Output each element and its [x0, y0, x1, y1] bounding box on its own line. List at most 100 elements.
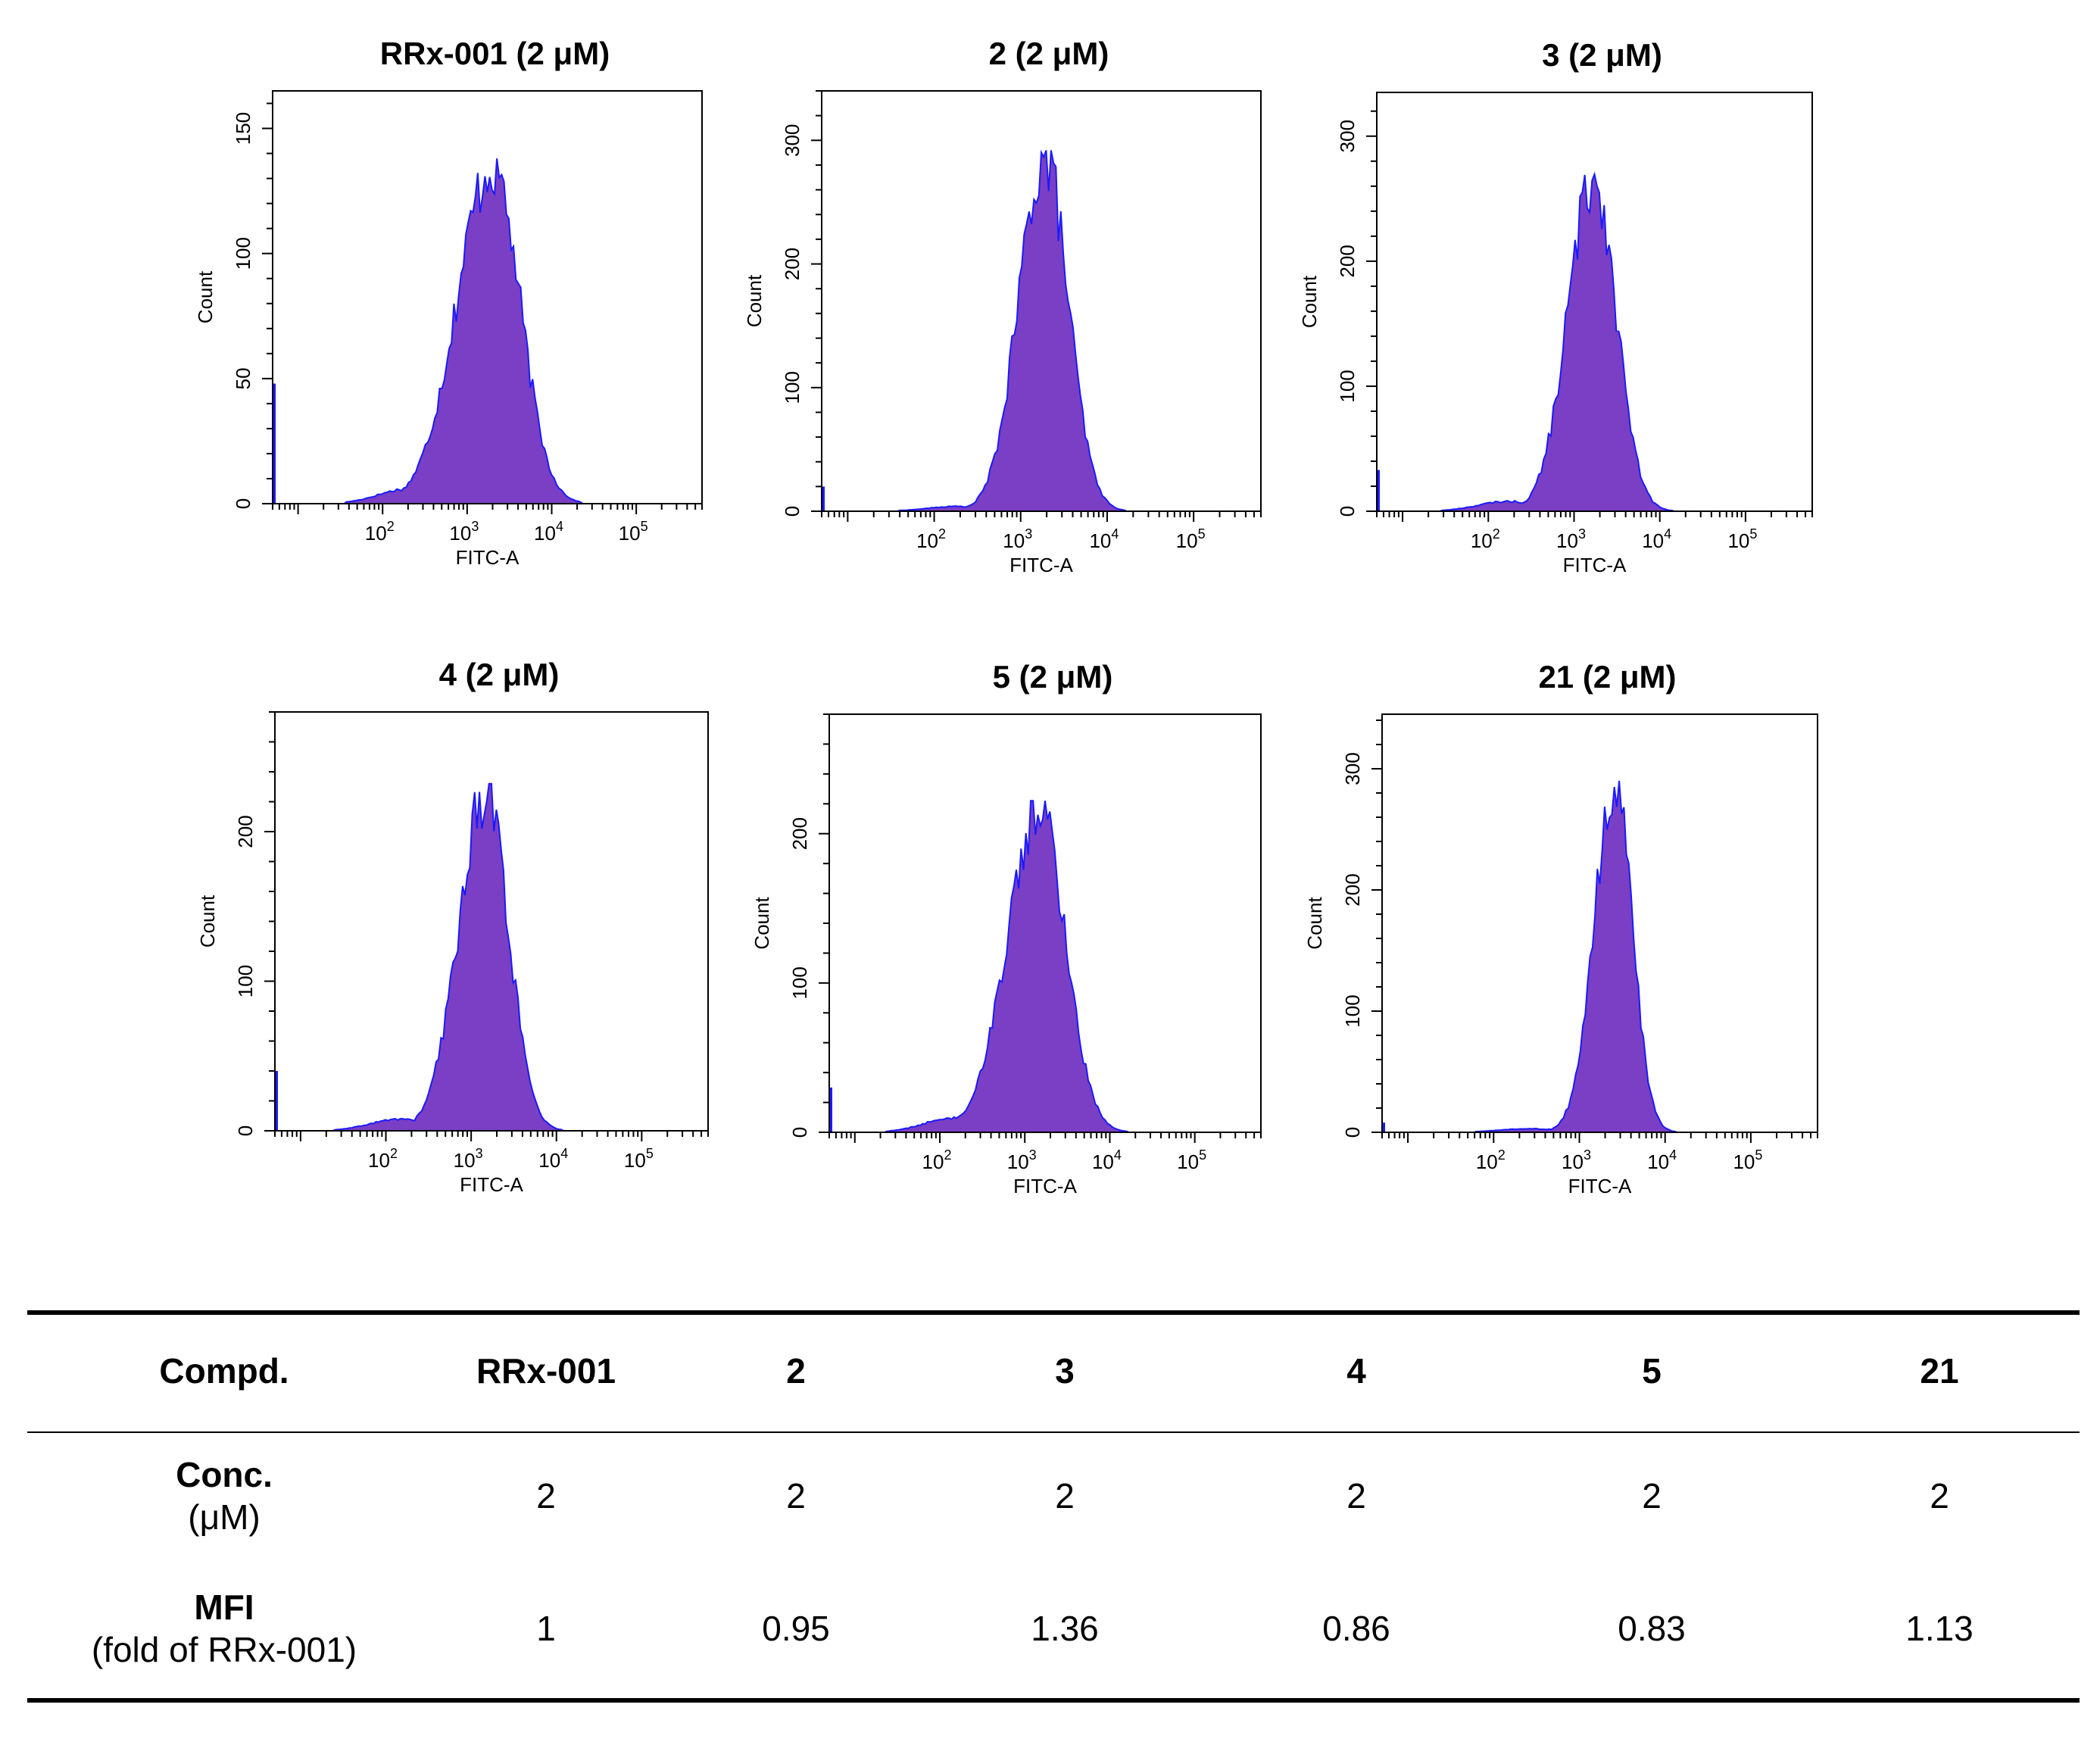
panel-title: 21 (2 μM) — [1538, 659, 1676, 695]
histogram-panel: 102 103 104 105 0 100 200 300 FITC-A Count 2 (2 μM… — [743, 36, 1262, 576]
row-header-mfi: MFI (fold of RRx-001) — [27, 1560, 421, 1697]
x-tick-label: 102 — [916, 526, 946, 552]
y-tick-label: 100 — [781, 371, 803, 404]
table-header-rule — [27, 1431, 2080, 1433]
panel-title: 4 (2 μM) — [439, 657, 560, 692]
header-col: RRx-001 — [476, 1351, 616, 1391]
plot-frame — [1376, 92, 1813, 512]
y-tick-label: 200 — [1341, 873, 1364, 906]
x-tick-label: 104 — [1089, 526, 1119, 552]
plot-frame — [272, 90, 703, 504]
header-col: 2 — [786, 1351, 806, 1391]
y-tick-label: 0 — [1336, 506, 1359, 517]
table-cell: 0.86 — [1322, 1609, 1390, 1648]
y-tick-label: 100 — [1336, 370, 1359, 402]
x-tick-label: 105 — [624, 1146, 654, 1172]
y-tick-label: 300 — [781, 124, 803, 157]
x-tick-label: 104 — [1642, 526, 1671, 552]
header-compd: Compd. — [159, 1351, 289, 1391]
y-tick-label: 200 — [781, 248, 803, 280]
x-tick-label: 103 — [1007, 1147, 1037, 1173]
header-col: 21 — [1920, 1351, 1959, 1391]
header-col: 5 — [1642, 1351, 1662, 1391]
x-tick-label: 102 — [1471, 526, 1500, 552]
table-top-rule — [27, 1310, 2080, 1315]
x-tick-label: 105 — [1733, 1147, 1762, 1173]
histogram-fill — [822, 149, 1261, 512]
y-axis-label: Count — [1303, 897, 1326, 950]
x-axis-label: FITC-A — [1013, 1175, 1077, 1197]
x-axis-label: FITC-A — [1563, 554, 1627, 576]
row-label: MFI — [194, 1587, 254, 1627]
x-tick-label: 104 — [534, 519, 563, 545]
x-tick-label: 104 — [538, 1146, 568, 1172]
y-tick-label: 0 — [788, 1127, 811, 1138]
table-cell: 0.83 — [1618, 1609, 1686, 1648]
table-cell: 2 — [1055, 1476, 1075, 1516]
x-tick-label: 105 — [1176, 526, 1206, 552]
histogram-figure: 102 103 104 105 0 50 100 150 FITC-A Count RRx-001 … — [194, 36, 1818, 1197]
y-tick-label: 100 — [788, 966, 811, 999]
x-tick-label: 102 — [368, 1146, 398, 1172]
panel-title: 3 (2 μM) — [1542, 37, 1662, 73]
y-axis-label: Count — [1298, 275, 1321, 328]
y-tick-label: 200 — [788, 817, 811, 850]
y-tick-label: 50 — [232, 367, 254, 389]
panel-title: RRx-001 (2 μM) — [380, 36, 610, 71]
y-axis-label: Count — [750, 897, 773, 950]
y-tick-label: 300 — [1341, 752, 1364, 785]
histogram-fill — [1382, 780, 1818, 1133]
table-cell: 1.13 — [1905, 1609, 1974, 1648]
histogram-panel: 102 103 104 105 0 50 100 150 FITC-A Count RRx-001 … — [194, 36, 703, 569]
histogram-fill — [275, 782, 708, 1132]
histogram-panel: 102 103 104 105 0 100 200 FITC-A Count 4 (2 μM) — [196, 657, 709, 1196]
row-header-conc: Conc. (μM) — [27, 1431, 421, 1560]
row-sublabel: (fold of RRx-001) — [91, 1630, 357, 1669]
y-tick-label: 100 — [232, 237, 254, 270]
y-axis-label: Count — [743, 274, 766, 327]
y-tick-label: 300 — [1336, 120, 1359, 152]
table-row-conc: Conc. (μM) 2 2 2 2 2 2 — [27, 1431, 2080, 1560]
x-tick-label: 105 — [1727, 526, 1757, 552]
y-tick-label: 100 — [234, 965, 257, 997]
x-axis-label: FITC-A — [1009, 554, 1073, 576]
table-cell: 2 — [786, 1476, 806, 1516]
table-cell: 2 — [536, 1476, 556, 1516]
y-axis-label: Count — [194, 270, 217, 323]
y-tick-label: 100 — [1341, 994, 1364, 1027]
y-tick-label: 0 — [1341, 1127, 1364, 1138]
x-axis-label: FITC-A — [460, 1173, 523, 1196]
x-tick-label: 102 — [922, 1147, 952, 1173]
histogram-panel: 102 103 104 105 0 100 200 300 FITC-A Count 3 (2 μM… — [1298, 37, 1813, 576]
row-label: Conc. — [176, 1455, 273, 1494]
table-cell: 1.36 — [1031, 1609, 1099, 1648]
table-cell: 1 — [536, 1609, 556, 1648]
x-tick-label: 102 — [365, 519, 395, 545]
x-tick-label: 104 — [1092, 1147, 1122, 1173]
row-sublabel: (μM) — [188, 1497, 261, 1537]
y-tick-label: 150 — [232, 112, 254, 145]
x-tick-label: 103 — [449, 519, 479, 545]
table-cell: 2 — [1346, 1476, 1366, 1516]
x-tick-label: 104 — [1647, 1147, 1677, 1173]
x-axis-label: FITC-A — [1568, 1175, 1632, 1197]
mfi-table: Compd. RRx-001 2 3 4 5 21 Conc. (μM) 2 2… — [27, 1310, 2080, 1697]
histogram-panel: 102 103 104 105 0 100 200 300 FITC-A Count 21 (2 μ… — [1303, 659, 1818, 1197]
x-tick-label: 103 — [1003, 526, 1032, 552]
table-header-row: Compd. RRx-001 2 3 4 5 21 — [27, 1310, 2080, 1431]
plot-frame — [1381, 713, 1818, 1133]
panel-title: 2 (2 μM) — [989, 36, 1109, 71]
y-tick-label: 0 — [781, 506, 803, 517]
x-tick-label: 102 — [1476, 1147, 1506, 1173]
x-tick-label: 103 — [454, 1146, 483, 1172]
x-tick-label: 103 — [1562, 1147, 1591, 1173]
table-cell: 0.95 — [762, 1609, 830, 1648]
y-tick-label: 0 — [234, 1125, 257, 1136]
y-tick-label: 200 — [234, 815, 257, 848]
table-bottom-rule — [27, 1698, 2080, 1703]
x-tick-label: 103 — [1556, 526, 1586, 552]
histogram-fill — [829, 800, 1261, 1133]
x-axis-label: FITC-A — [456, 546, 520, 569]
histogram-fill — [273, 158, 702, 504]
y-tick-label: 0 — [232, 498, 254, 509]
